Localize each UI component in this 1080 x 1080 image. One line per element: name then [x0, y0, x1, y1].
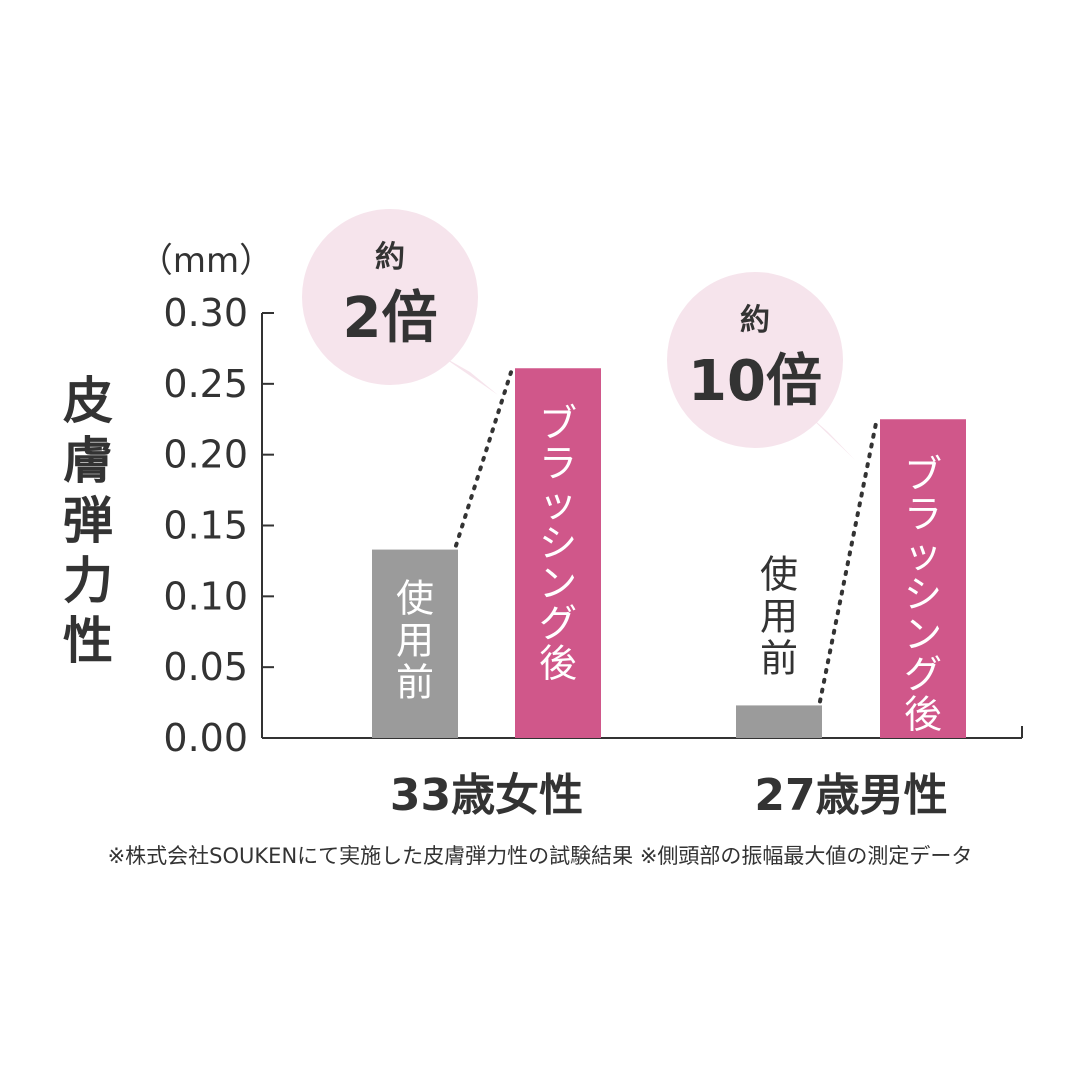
bar-before: [372, 549, 458, 738]
y-axis-label-char: 膚: [63, 432, 113, 490]
dotted-connector: [818, 421, 878, 704]
bar-after-label-char: ラ: [539, 441, 577, 485]
bar-after-label-char: ブ: [539, 401, 577, 445]
callout-bubble: [302, 209, 478, 385]
callout-tail: [440, 355, 498, 395]
bar-before-label-char: 用: [760, 594, 798, 638]
callout-bubble: [667, 272, 843, 448]
y-tick-label: 0.30: [163, 291, 248, 335]
bar-after-label-char: シ: [904, 572, 942, 616]
bar-before-label-char: 使: [760, 552, 798, 596]
dotted-connector: [454, 370, 513, 548]
y-axis-label-char: 弾: [63, 492, 113, 550]
bar-after-label-char: シ: [539, 521, 577, 565]
y-tick-label: 0.20: [163, 433, 248, 477]
bar-after-label-char: グ: [904, 652, 942, 696]
bar-before-label-char: 使: [396, 577, 434, 621]
bar-after: [880, 419, 966, 738]
y-tick-label: 0.05: [163, 645, 248, 689]
bar-after-label-char: グ: [539, 601, 577, 645]
y-axis-label-char: 力: [63, 552, 113, 610]
footnote: ※株式会社SOUKENにて実施した皮膚弾力性の試験結果 ※側頭部の振幅最大値の測…: [107, 844, 973, 868]
bar-before-label-char: 前: [396, 661, 434, 705]
bar-after: [515, 368, 601, 738]
group-label: 33歳女性: [390, 770, 583, 821]
callout-prefix: 約: [740, 303, 770, 338]
bar-before-label-char: 前: [760, 636, 798, 680]
callout-value: 10倍: [688, 349, 822, 414]
callout-prefix: 約: [375, 240, 405, 275]
bar-after-label-char: ン: [539, 561, 577, 605]
bar-after-label-char: 後: [539, 641, 577, 685]
y-axis-label-char: 皮: [63, 372, 113, 430]
group-label: 27歳男性: [754, 770, 947, 821]
y-axis-unit: （mm）: [139, 241, 273, 281]
y-tick-label: 0.25: [163, 362, 248, 406]
y-tick-label: 0.15: [163, 504, 248, 548]
bar-after-label-char: ッ: [539, 481, 577, 525]
y-tick-label: 0.00: [163, 716, 248, 760]
bar-after-label-char: 後: [904, 692, 942, 736]
bar-after-label-char: ラ: [904, 492, 942, 536]
callout-tail: [805, 412, 855, 460]
y-tick-label: 0.10: [163, 574, 248, 618]
bar-after-label-char: ッ: [904, 532, 942, 576]
y-axis-label-char: 性: [63, 612, 113, 670]
bar-before-label-char: 用: [396, 619, 434, 663]
callout-value: 2倍: [343, 286, 438, 351]
bar-after-label-char: ブ: [904, 452, 942, 496]
bar-before: [736, 705, 822, 738]
bar-after-label-char: ン: [904, 612, 942, 656]
